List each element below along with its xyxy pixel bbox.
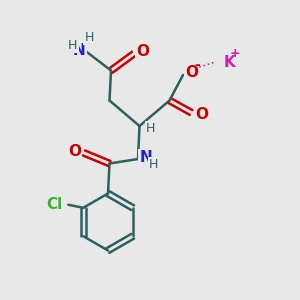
Text: K: K: [224, 55, 235, 70]
Text: O: O: [196, 107, 208, 122]
Text: H: H: [68, 39, 78, 52]
Text: -: -: [194, 58, 200, 71]
Text: O: O: [185, 65, 198, 80]
Text: H: H: [146, 122, 156, 136]
Text: +: +: [230, 46, 240, 60]
Text: H: H: [84, 31, 94, 44]
Text: N: N: [140, 150, 152, 165]
Text: H: H: [149, 158, 158, 172]
Text: O: O: [136, 44, 149, 59]
Text: Cl: Cl: [46, 197, 62, 212]
Text: O: O: [68, 144, 81, 159]
Text: N: N: [73, 43, 85, 58]
